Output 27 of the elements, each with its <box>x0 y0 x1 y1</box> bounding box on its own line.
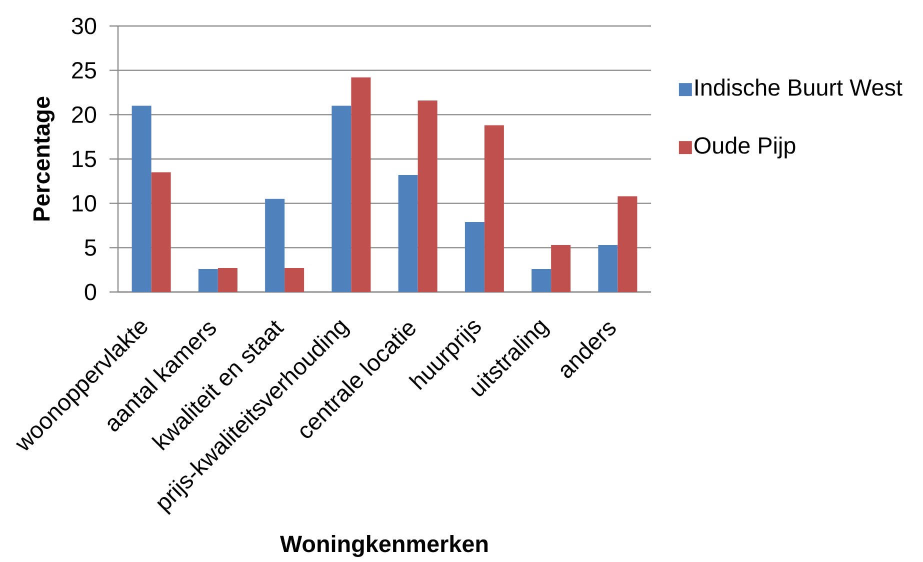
bar <box>132 106 152 292</box>
bar <box>484 125 504 292</box>
bar <box>151 172 171 292</box>
y-axis-title: Percentage <box>33 96 55 221</box>
y-tick-label: 10 <box>72 195 96 212</box>
bar <box>532 268 552 292</box>
bar <box>618 196 638 292</box>
bar <box>598 245 618 292</box>
y-tick-label: 30 <box>72 18 96 34</box>
legend-label: Oude Pijp <box>694 136 796 158</box>
bar <box>218 268 238 292</box>
bar <box>198 268 218 292</box>
bar <box>265 198 285 292</box>
bar <box>418 100 438 292</box>
y-tick-label: 5 <box>84 239 96 256</box>
bar <box>332 106 352 292</box>
bar <box>284 268 304 292</box>
x-axis-title: Woningkenmerken <box>280 535 488 557</box>
y-tick-label: 0 <box>84 284 96 300</box>
y-tick-label: 25 <box>72 62 96 79</box>
y-tick-label: 20 <box>72 106 96 123</box>
bar <box>464 222 484 292</box>
y-tick-label: 15 <box>72 150 96 168</box>
bar <box>398 174 418 292</box>
legend-label: Indische Buurt West <box>696 78 902 96</box>
bar <box>551 245 571 292</box>
bar <box>351 77 371 292</box>
